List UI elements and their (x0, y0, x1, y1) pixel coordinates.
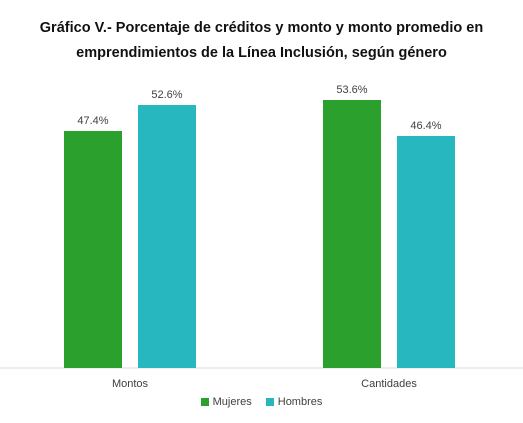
legend-item-mujeres: Mujeres (200, 396, 252, 408)
legend-label-mujeres: Mujeres (212, 396, 252, 408)
legend-label-hombres: Hombres (277, 396, 323, 408)
data-label-hombres-cantidades: 46.4% (410, 120, 441, 132)
legend-swatch-hombres (265, 398, 274, 406)
bar-hombres-montos (138, 105, 196, 368)
legend: Mujeres Hombres (0, 396, 523, 408)
chart-title-line-1: Gráfico V.- Porcentaje de créditos y mon… (39, 20, 484, 36)
data-label-mujeres-cantidades: 53.6% (336, 84, 367, 96)
data-label-hombres-montos: 52.6% (151, 89, 182, 101)
category-label-cantidades: Cantidades (361, 378, 417, 390)
legend-swatch-mujeres (200, 398, 209, 406)
chart-title-line-2: emprendimientos de la Línea Inclusión, s… (76, 45, 447, 61)
data-label-mujeres-montos: 47.4% (77, 115, 108, 127)
bar-mujeres-montos (64, 131, 122, 368)
legend-item-hombres: Hombres (265, 396, 323, 408)
bar-hombres-cantidades (397, 136, 455, 368)
category-label-montos: Montos (112, 378, 149, 390)
chart-title: Gráfico V.- Porcentaje de créditos y mon… (0, 16, 523, 66)
bar-mujeres-cantidades (323, 100, 381, 368)
